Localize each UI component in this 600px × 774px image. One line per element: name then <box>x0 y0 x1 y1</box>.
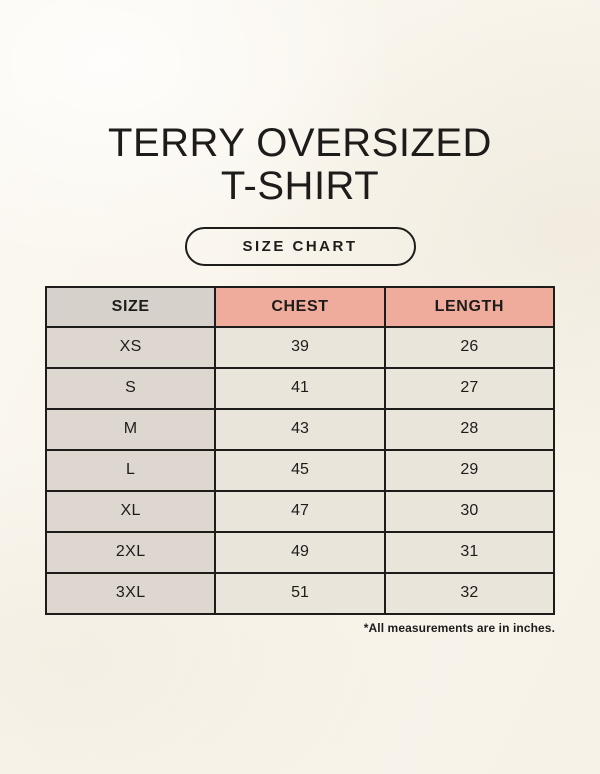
size-table-container: SIZE CHEST LENGTH XS 39 26 S 41 27 M <box>44 285 556 615</box>
column-header-chest: CHEST <box>214 285 386 328</box>
chest-cell: 47 <box>214 489 386 533</box>
chest-cell: 43 <box>214 407 386 451</box>
table-row: 3XL 51 32 <box>44 571 556 615</box>
measurements-footnote: *All measurements are in inches. <box>363 620 555 635</box>
chest-cell: 49 <box>214 530 386 574</box>
size-cell: 3XL <box>44 571 217 615</box>
page-title-line2: T-SHIRT <box>220 163 380 208</box>
size-cell: 2XL <box>44 530 217 574</box>
size-cell: M <box>44 407 217 451</box>
length-cell: 31 <box>383 530 556 574</box>
length-cell: 29 <box>383 448 556 492</box>
table-row: M 43 28 <box>44 407 556 451</box>
length-cell: 30 <box>383 489 556 533</box>
table-row: XS 39 26 <box>44 325 556 369</box>
size-cell: L <box>44 448 217 492</box>
size-cell: S <box>44 366 217 410</box>
length-cell: 28 <box>383 407 556 451</box>
table-row: L 45 29 <box>44 448 556 492</box>
chest-cell: 41 <box>214 366 386 410</box>
size-table: SIZE CHEST LENGTH XS 39 26 S 41 27 M <box>44 285 556 615</box>
page-title-line1: TERRY OVERSIZED <box>108 121 492 165</box>
chest-cell: 45 <box>214 448 386 492</box>
size-cell: XL <box>44 489 217 533</box>
chest-cell: 39 <box>214 325 386 369</box>
chest-cell: 51 <box>214 571 386 615</box>
table-header-row: SIZE CHEST LENGTH <box>44 285 556 328</box>
table-row: 2XL 49 31 <box>44 530 556 574</box>
table-row: XL 47 30 <box>44 489 556 533</box>
column-header-length: LENGTH <box>383 285 556 328</box>
page-title: TERRY OVERSIZED T-SHIRT <box>0 0 600 208</box>
table-row: S 41 27 <box>44 366 556 410</box>
column-header-size: SIZE <box>44 285 217 328</box>
size-cell: XS <box>44 325 217 369</box>
size-chart-badge: SIZE CHART <box>184 226 416 266</box>
length-cell: 32 <box>383 571 556 615</box>
length-cell: 27 <box>383 366 556 410</box>
length-cell: 26 <box>383 325 556 369</box>
